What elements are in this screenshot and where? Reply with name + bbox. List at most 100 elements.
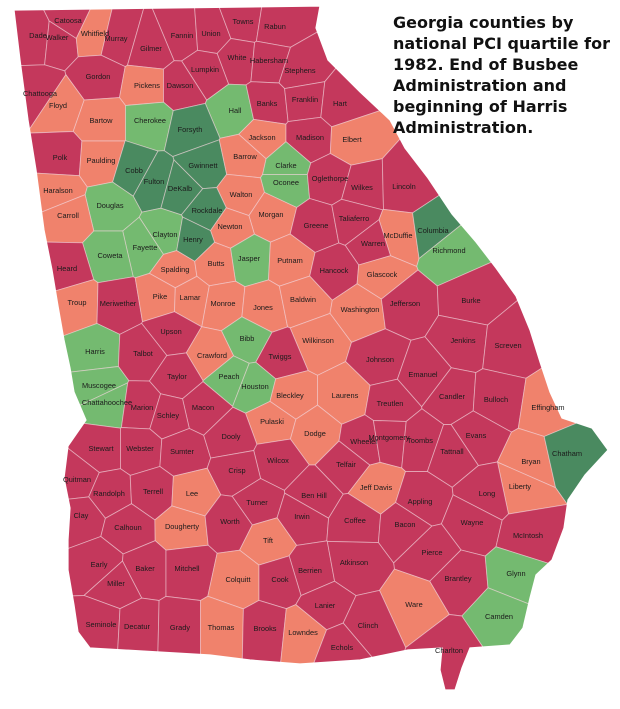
county-label-montgomery: Montgomery (368, 433, 409, 442)
county-label-ware: Ware (405, 600, 422, 609)
county-label-cherokee: Cherokee (134, 116, 166, 125)
county-label-monroe: Monroe (210, 299, 235, 308)
county-label-camden: Camden (485, 612, 513, 621)
county-label-webster: Webster (126, 444, 154, 453)
county-label-stephens: Stephens (284, 66, 316, 75)
county-label-baker: Baker (135, 564, 155, 573)
county-label-emanuel: Emanuel (408, 370, 438, 379)
county-label-crisp: Crisp (228, 466, 245, 475)
county-label-talbot: Talbot (133, 349, 153, 358)
county-label-irwin: Irwin (294, 512, 310, 521)
county-label-banks: Banks (257, 99, 278, 108)
county-label-spalding: Spalding (161, 265, 190, 274)
county-label-putnam: Putnam (277, 256, 302, 265)
county-label-long: Long (479, 489, 495, 498)
county-label-chattahoochee: Chattahoochee (82, 398, 132, 407)
county-label-oglethorpe: Oglethorpe (312, 174, 349, 183)
county-label-miller: Miller (107, 579, 125, 588)
county-label-dougherty: Dougherty (165, 522, 199, 531)
county-label-berrien: Berrien (298, 566, 322, 575)
county-label-pierce: Pierce (422, 548, 443, 557)
county-label-heard: Heard (57, 264, 77, 273)
county-label-harris: Harris (85, 347, 105, 356)
county-label-macon: Macon (192, 403, 214, 412)
county-label-meriwether: Meriwether (100, 299, 137, 308)
county-label-rockdale: Rockdale (192, 206, 223, 215)
county-label-thomas: Thomas (208, 623, 235, 632)
county-label-tattnall: Tattnall (440, 447, 464, 456)
county-label-treutlen: Treutlen (377, 399, 404, 408)
county-label-muscogee: Muscogee (82, 381, 116, 390)
county-brooks (240, 599, 287, 690)
county-label-brantley: Brantley (444, 574, 471, 583)
county-label-peach: Peach (219, 372, 240, 381)
county-label-hall: Hall (229, 106, 242, 115)
county-label-madison: Madison (296, 133, 324, 142)
county-label-whitfield: Whitfield (81, 29, 109, 38)
county-label-brooks: Brooks (253, 624, 276, 633)
county-label-gwinnett: Gwinnett (188, 161, 217, 170)
county-label-barrow: Barrow (233, 152, 257, 161)
county-label-screven: Screven (494, 341, 521, 350)
county-label-schley: Schley (157, 411, 179, 420)
county-label-atkinson: Atkinson (340, 558, 368, 567)
county-label-seminole: Seminole (86, 620, 117, 629)
county-label-pulaski: Pulaski (260, 417, 284, 426)
county-label-evans: Evans (466, 431, 487, 440)
county-effingham (517, 316, 608, 437)
county-label-houston: Houston (241, 382, 269, 391)
county-label-troup: Troup (67, 298, 86, 307)
county-label-newton: Newton (217, 222, 242, 231)
county-thomas (200, 595, 244, 690)
county-label-twiggs: Twiggs (268, 352, 291, 361)
county-label-gilmer: Gilmer (140, 44, 162, 53)
county-label-jenkins: Jenkins (450, 336, 475, 345)
county-label-clinch: Clinch (358, 621, 379, 630)
county-label-taliaferro: Taliaferro (339, 214, 369, 223)
county-label-union: Union (201, 29, 220, 38)
county-label-gordon: Gordon (86, 72, 111, 81)
county-seminole (14, 595, 121, 690)
county-label-crawford: Crawford (197, 351, 227, 360)
county-label-lumpkin: Lumpkin (191, 65, 219, 74)
county-label-wilkinson: Wilkinson (302, 336, 334, 345)
county-label-glascock: Glascock (367, 270, 398, 279)
county-label-laurens: Laurens (332, 391, 359, 400)
county-label-paulding: Paulding (87, 156, 116, 165)
county-label-towns: Towns (233, 17, 254, 26)
county-label-johnson: Johnson (366, 355, 394, 364)
county-label-jasper: Jasper (238, 254, 261, 263)
county-label-butts: Butts (208, 259, 225, 268)
county-label-early: Early (91, 560, 108, 569)
county-label-tift: Tift (263, 536, 273, 545)
county-label-lowndes: Lowndes (288, 628, 318, 637)
county-label-bryan: Bryan (521, 457, 540, 466)
county-label-oconee: Oconee (273, 178, 299, 187)
county-label-carroll: Carroll (57, 211, 79, 220)
county-label-clay: Clay (74, 511, 89, 520)
county-label-walker: Walker (46, 33, 69, 42)
county-label-douglas: Douglas (96, 201, 123, 210)
county-label-warren: Warren (361, 239, 385, 248)
county-polk (14, 131, 83, 177)
county-label-toombs: Toombs (407, 436, 433, 445)
county-label-jones: Jones (253, 303, 273, 312)
county-label-fayette: Fayette (133, 243, 158, 252)
county-label-sumter: Sumter (170, 447, 194, 456)
map-title: Georgia counties by national PCI quartil… (393, 13, 610, 137)
county-label-terrell: Terrell (143, 487, 163, 496)
county-label-coweta: Coweta (97, 251, 123, 260)
county-label-white: White (228, 53, 247, 62)
county-label-mitchell: Mitchell (174, 564, 199, 573)
county-label-dade: Dade (29, 31, 47, 40)
county-label-clayton: Clayton (152, 230, 177, 239)
county-label-morgan: Morgan (258, 210, 283, 219)
county-label-appling: Appling (408, 497, 433, 506)
county-label-wayne: Wayne (461, 518, 484, 527)
county-label-fulton: Fulton (144, 177, 165, 186)
county-label-charlton: Charlton (435, 646, 463, 655)
county-label-candler: Candler (439, 392, 465, 401)
county-label-columbia: Columbia (417, 226, 449, 235)
county-camden (461, 587, 608, 690)
county-label-dekalb: DeKalb (168, 184, 192, 193)
